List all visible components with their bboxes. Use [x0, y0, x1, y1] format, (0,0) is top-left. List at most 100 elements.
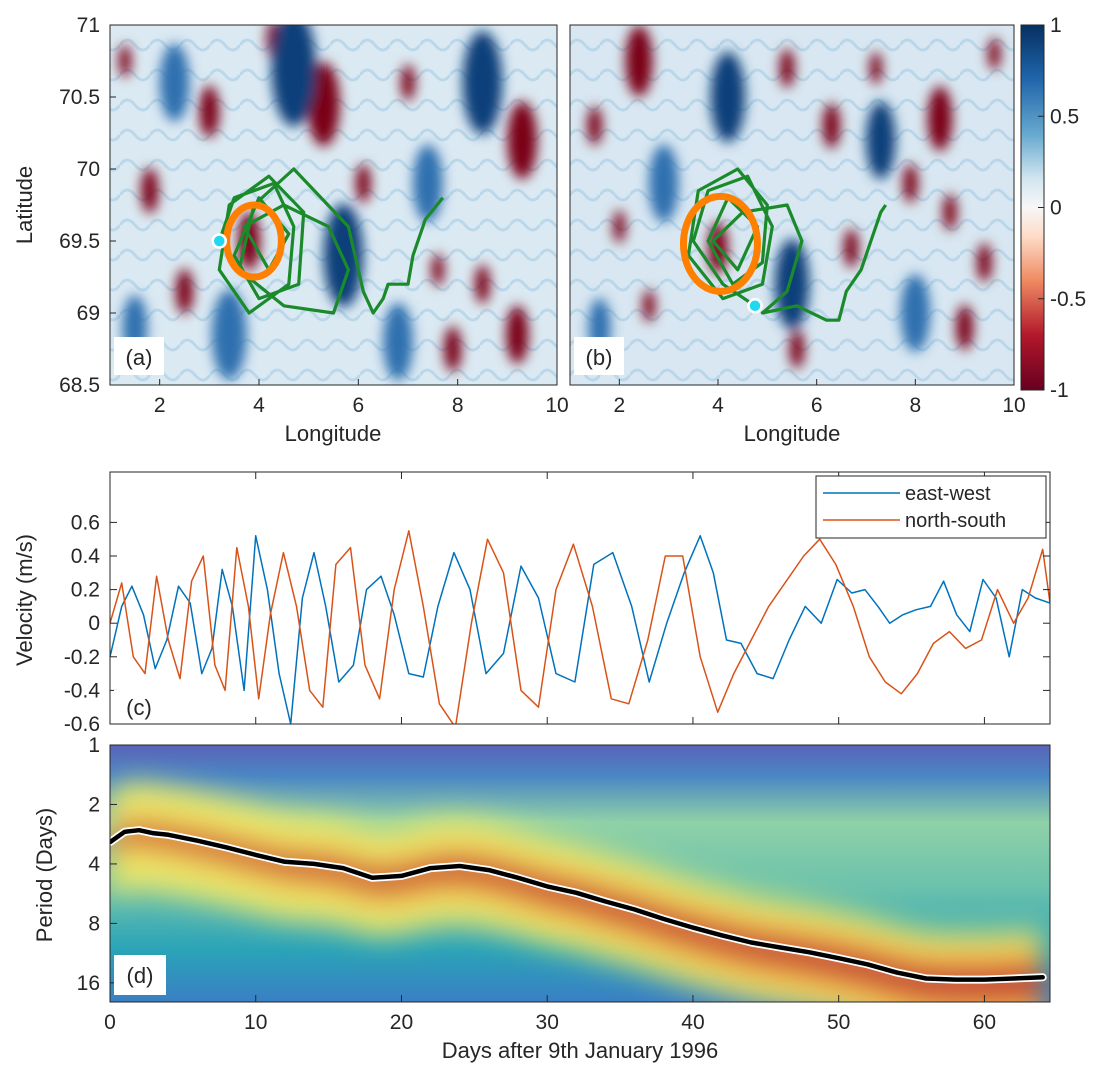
- x-tick-label: 2: [154, 394, 166, 417]
- y-tick-label: -0.2: [64, 646, 100, 669]
- y-tick-label: 4: [88, 853, 100, 876]
- eddy-anticyclonic-10: [401, 64, 415, 101]
- panel-d-frame: [109, 744, 1051, 1003]
- panel-a: 2 4 6 8 10 68.5 69 69.5 70 70.5 71 (a) Longitude L…: [12, 14, 569, 446]
- y-tick-label: 1: [88, 734, 100, 757]
- y-tick-label: 16: [77, 972, 100, 995]
- y-tick-label: -0.6: [64, 713, 100, 736]
- eddy-anticyclonic-6: [613, 210, 626, 243]
- legend-label-east-west: east-west: [905, 483, 991, 505]
- eddy-anticyclonic-10: [956, 304, 974, 351]
- eddy-anticyclonic-11: [118, 44, 132, 78]
- eddy-anticyclonic-3: [822, 103, 841, 149]
- panel-b-end-marker: [747, 298, 763, 314]
- eddy-cyclonic-17: [211, 289, 247, 380]
- eddy-anticyclonic-7: [903, 163, 918, 203]
- panel-a-trajectory: [217, 167, 445, 315]
- eddy-anticyclonic-4: [779, 48, 795, 88]
- colorbar-tick-label: 1: [1050, 14, 1062, 37]
- eddy-anticyclonic-15: [988, 37, 1001, 70]
- eddy-cyclonic-17: [866, 101, 896, 180]
- eddy-cyclonic-15: [462, 30, 503, 135]
- panel-b-xlabel: Longitude: [744, 421, 841, 446]
- series-north-south-line: [110, 530, 1050, 724]
- x-tick-label: 20: [390, 1011, 413, 1034]
- panel-d: 1 2 4 8 160 10 20 30 40 50 60 (d) Days after 9th J…: [32, 734, 1051, 1063]
- eddy-anticyclonic-2: [927, 86, 953, 151]
- eddy-anticyclonic-7: [475, 264, 490, 304]
- x-tick-label: 6: [811, 394, 823, 417]
- eddy-cyclonic-19: [648, 144, 679, 223]
- panel-d-label-box: [114, 955, 166, 995]
- x-tick-label: 2: [613, 394, 625, 417]
- colorbar-tick-label: -1: [1050, 379, 1069, 402]
- eddy-anticyclonic-8: [942, 194, 957, 231]
- eddy-anticyclonic-4: [141, 167, 159, 214]
- eddy-cyclonic-18: [774, 238, 810, 330]
- eddy-anticyclonic-1: [307, 62, 340, 147]
- panel-a-label: (a): [126, 345, 153, 370]
- panel-c-label-box: [114, 690, 164, 722]
- colorbar-tick-label: 0: [1050, 197, 1062, 220]
- panel-b: 2 4 6 8 10 (b) Longitude: [569, 24, 1026, 446]
- legend: east-west north-south: [815, 475, 1047, 539]
- y-tick-label: 2: [88, 793, 100, 816]
- x-tick-label: 40: [681, 1011, 704, 1034]
- colorbar-tick-label: -0.5: [1050, 288, 1086, 311]
- eddy-anticyclonic-14: [869, 51, 883, 85]
- panel-a-ylabel: Latitude: [12, 166, 37, 244]
- x-tick-label: 8: [909, 394, 921, 417]
- panel-c-label: (c): [126, 695, 152, 720]
- x-tick-label: 10: [545, 394, 568, 417]
- y-tick-label: 0: [88, 612, 100, 635]
- series-east-west-line: [110, 535, 1050, 724]
- y-tick-label: 70: [77, 158, 100, 181]
- y-tick-label: 0.6: [71, 511, 100, 534]
- x-tick-label: 50: [827, 1011, 850, 1034]
- eddy-anticyclonic-12: [506, 305, 529, 364]
- panel-c: -0.6 -0.4 -0.2 0 0.2 0.4 0.6 east-west north-s…: [12, 471, 1051, 736]
- eddy-anticyclonic-5: [175, 268, 194, 315]
- panel-b-fitted-ellipse: [679, 192, 761, 295]
- panel-d-ylabel: Period (Days): [32, 808, 57, 942]
- eddy-anticyclonic-2: [507, 101, 538, 180]
- y-tick-label: 69.5: [59, 230, 100, 253]
- x-tick-label: 8: [452, 394, 464, 417]
- eddy-cyclonic-20: [383, 302, 413, 381]
- x-tick-label: 4: [253, 394, 265, 417]
- eddy-anticyclonic-13: [789, 329, 805, 369]
- eddy-cyclonic-16: [710, 51, 746, 143]
- eddy-anticyclonic-5: [587, 106, 603, 146]
- panel-d-label: (d): [127, 963, 154, 988]
- eddy-anticyclonic-12: [642, 289, 656, 322]
- eddy-anticyclonic-11: [843, 228, 859, 268]
- y-tick-label: 71: [77, 14, 100, 37]
- eddy-anticyclonic-3: [199, 85, 220, 138]
- colorbar: 1 0.5 0 -0.5 -1: [1020, 14, 1086, 402]
- y-tick-label: 8: [88, 912, 100, 935]
- y-tick-label: 0.2: [71, 579, 100, 602]
- panel-c-frame: [109, 471, 1051, 725]
- eddy-anticyclonic-9: [977, 243, 992, 283]
- panel-d-xlabel: Days after 9th January 1996: [442, 1038, 718, 1063]
- panel-c-ylabel: Velocity (m/s): [12, 534, 37, 666]
- panel-a-xlabel: Longitude: [285, 421, 382, 446]
- y-tick-label: 68.5: [59, 374, 100, 397]
- eddy-anticyclonic-13: [444, 326, 462, 372]
- eddy-anticyclonic-8: [431, 253, 445, 286]
- x-tick-label: 0: [104, 1011, 116, 1034]
- x-tick-label: 10: [244, 1011, 267, 1034]
- eddy-cyclonic-20: [900, 274, 931, 352]
- x-tick-label: 30: [536, 1011, 559, 1034]
- y-tick-label: 70.5: [59, 86, 100, 109]
- eddy-anticyclonic-6: [355, 163, 371, 203]
- panel-a-start-marker: [211, 233, 228, 249]
- x-tick-label: 4: [712, 394, 724, 417]
- colorbar-tick-label: 0.5: [1050, 105, 1079, 128]
- x-tick-label: 10: [1002, 394, 1025, 417]
- eddy-cyclonic-21: [159, 43, 190, 122]
- eddy-anticyclonic-1: [625, 25, 653, 97]
- y-tick-label: 69: [77, 302, 100, 325]
- eddy-cyclonic-14: [271, 25, 317, 127]
